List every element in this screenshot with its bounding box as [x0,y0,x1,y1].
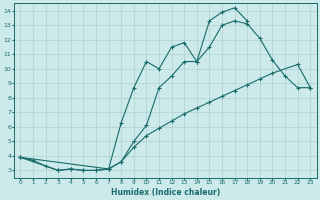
X-axis label: Humidex (Indice chaleur): Humidex (Indice chaleur) [111,188,220,197]
